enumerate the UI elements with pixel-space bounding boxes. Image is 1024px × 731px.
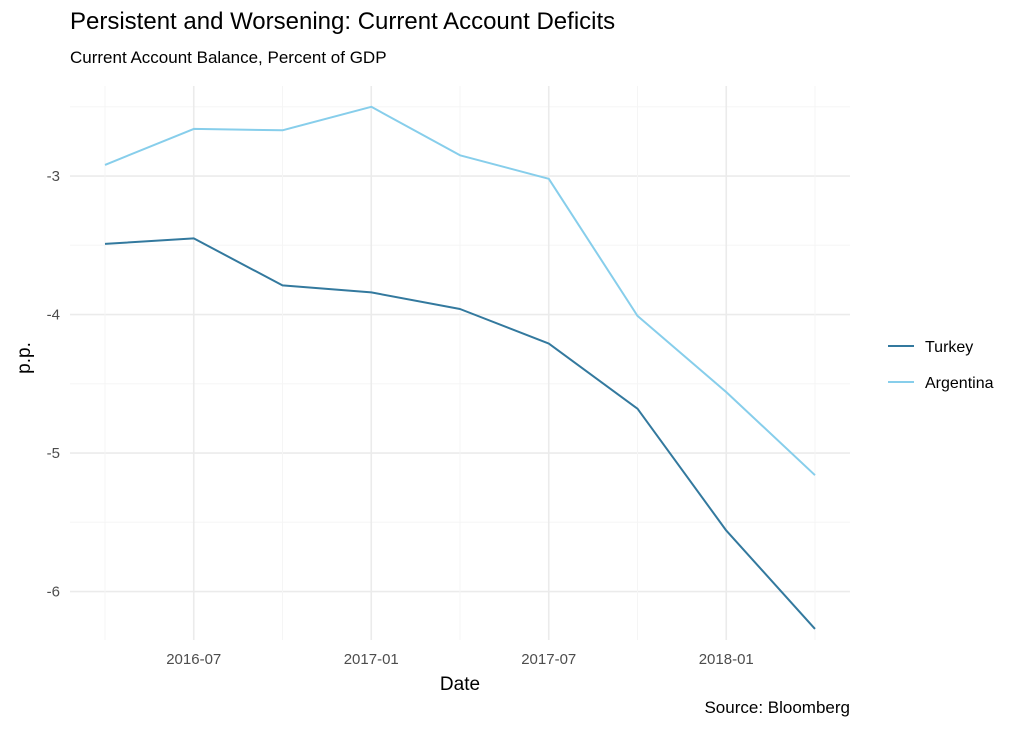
y-tick-label: -4 bbox=[47, 307, 60, 324]
legend-label-turkey: Turkey bbox=[925, 339, 973, 356]
x-axis-title: Date bbox=[440, 674, 480, 695]
chart-caption: Source: Bloomberg bbox=[704, 698, 850, 717]
x-tick-label: 2018-01 bbox=[699, 651, 754, 668]
legend: Turkey Argentina bbox=[888, 339, 994, 392]
series-line-argentina bbox=[104, 105, 816, 476]
grid bbox=[70, 86, 850, 640]
x-tick-label: 2017-01 bbox=[344, 651, 399, 668]
legend-label-argentina: Argentina bbox=[925, 375, 994, 392]
y-axis-ticks: -3 -4 -5 -6 bbox=[47, 168, 60, 601]
series-lines bbox=[104, 105, 816, 630]
y-axis-title: p.p. bbox=[14, 342, 35, 374]
y-tick-label: -5 bbox=[47, 445, 60, 462]
y-tick-label: -6 bbox=[47, 584, 60, 601]
chart-subtitle: Current Account Balance, Percent of GDP bbox=[70, 48, 387, 67]
x-tick-label: 2016-07 bbox=[166, 651, 221, 668]
x-axis-ticks: 2016-07 2017-01 2017-07 2018-01 bbox=[166, 651, 754, 668]
x-tick-label: 2017-07 bbox=[521, 651, 576, 668]
y-tick-label: -3 bbox=[47, 168, 60, 185]
series-line-turkey bbox=[104, 237, 816, 630]
chart-title: Persistent and Worsening: Current Accoun… bbox=[70, 8, 616, 35]
